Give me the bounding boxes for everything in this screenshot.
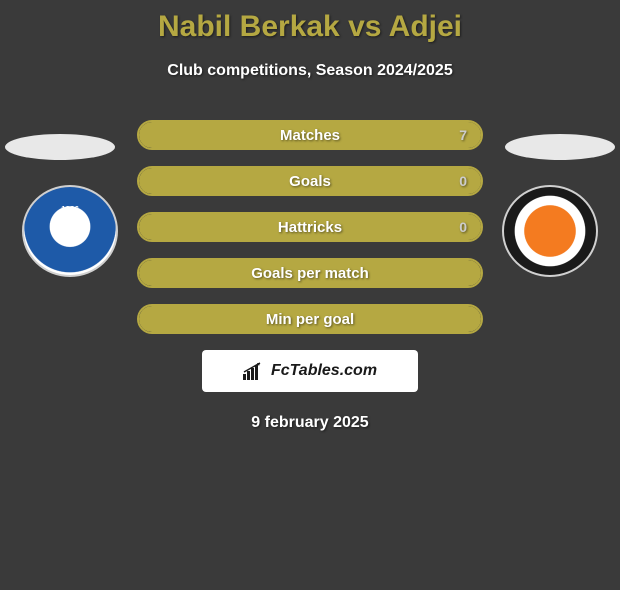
branding-text: FcTables.com — [271, 362, 377, 380]
stat-label: Hattricks — [139, 214, 481, 240]
stat-label: Min per goal — [139, 306, 481, 332]
comparison-title: Nabil Berkak vs Adjei — [0, 10, 620, 44]
stat-bar: Goals0 — [137, 166, 483, 196]
stats-container: Matches7Goals0Hattricks0Goals per matchM… — [0, 120, 620, 334]
chart-bars-icon — [243, 362, 265, 380]
stat-label: Matches — [139, 122, 481, 148]
stat-label: Goals per match — [139, 260, 481, 286]
stat-value-right: 0 — [459, 214, 467, 240]
date-label: 9 february 2025 — [0, 414, 620, 432]
stat-label: Goals — [139, 168, 481, 194]
stat-bar: Goals per match — [137, 258, 483, 288]
stat-value-right: 0 — [459, 168, 467, 194]
stat-bar: Hattricks0 — [137, 212, 483, 242]
season-subtitle: Club competitions, Season 2024/2025 — [0, 62, 620, 80]
stat-bar: Matches7 — [137, 120, 483, 150]
stat-bar: Min per goal — [137, 304, 483, 334]
branding-box: FcTables.com — [202, 350, 418, 392]
stat-value-right: 7 — [459, 122, 467, 148]
